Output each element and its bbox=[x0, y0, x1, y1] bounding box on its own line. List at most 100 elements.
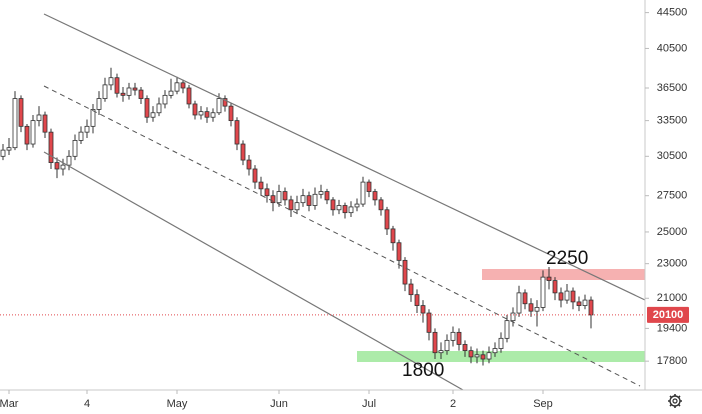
candle-body bbox=[6, 147, 12, 151]
settings-icon[interactable] bbox=[668, 394, 682, 408]
x-tick-label: Jun bbox=[270, 398, 288, 410]
candle-body bbox=[282, 191, 288, 201]
candle-body bbox=[144, 98, 150, 118]
candle-body bbox=[120, 92, 126, 96]
candle-body bbox=[24, 125, 30, 145]
candle-body bbox=[510, 312, 516, 322]
candle-body bbox=[540, 276, 546, 308]
x-tick-label: May bbox=[167, 398, 188, 410]
x-tick-label: 4 bbox=[84, 398, 90, 410]
candle-body bbox=[390, 228, 396, 244]
candle-body bbox=[210, 112, 216, 118]
y-tick-label: 23000 bbox=[657, 258, 688, 270]
y-tick-label: 19400 bbox=[657, 322, 688, 334]
candle-body bbox=[138, 89, 144, 99]
candle-body bbox=[114, 77, 120, 94]
candle-body bbox=[66, 155, 72, 166]
candle-body bbox=[300, 195, 306, 204]
candle-body bbox=[330, 199, 336, 211]
candle-body bbox=[582, 299, 588, 306]
candle-body bbox=[528, 303, 534, 312]
support-zone bbox=[357, 351, 645, 362]
candle-body bbox=[372, 191, 378, 201]
candle-body bbox=[396, 242, 402, 261]
candle-body bbox=[132, 87, 138, 91]
candle-body bbox=[192, 103, 198, 116]
candle-body bbox=[198, 111, 204, 116]
candle-body bbox=[576, 301, 582, 306]
y-tick-label: 33500 bbox=[657, 115, 688, 127]
candle-body bbox=[438, 350, 444, 354]
candle-body bbox=[294, 202, 300, 211]
candle-body bbox=[360, 181, 366, 205]
candle-body bbox=[18, 98, 24, 127]
candle-body bbox=[12, 98, 18, 149]
candle-body bbox=[276, 191, 282, 204]
candle-body bbox=[480, 354, 486, 360]
candle-body bbox=[252, 168, 258, 183]
candle-body bbox=[84, 125, 90, 133]
annotation: 1800 bbox=[402, 360, 444, 381]
candle-body bbox=[486, 352, 492, 360]
candle-body bbox=[48, 131, 54, 163]
y-tick-label: 27500 bbox=[657, 190, 688, 202]
candle-body bbox=[54, 162, 60, 170]
candle-body bbox=[336, 205, 342, 211]
candle-body bbox=[204, 111, 210, 118]
candle-body bbox=[174, 82, 180, 92]
candle-body bbox=[258, 181, 264, 190]
candle-body bbox=[534, 307, 540, 312]
candle-body bbox=[588, 299, 594, 316]
y-tick-label: 21000 bbox=[657, 292, 688, 304]
candle-body bbox=[150, 112, 156, 118]
candle-body bbox=[516, 292, 522, 314]
candle-body bbox=[558, 292, 564, 301]
x-tick-label: Mar bbox=[0, 398, 19, 410]
y-tick-label: 25000 bbox=[657, 226, 688, 238]
channel-lower bbox=[43, 151, 464, 391]
candle-body bbox=[354, 203, 360, 208]
candle-body bbox=[222, 98, 228, 107]
candle-body bbox=[0, 149, 6, 157]
candle-body bbox=[36, 114, 42, 122]
candle-body bbox=[426, 312, 432, 333]
channel-middle bbox=[43, 85, 641, 387]
candle-body bbox=[498, 337, 504, 349]
candle-body bbox=[564, 290, 570, 301]
candle-body bbox=[318, 191, 324, 195]
candle-body bbox=[408, 283, 414, 296]
annotation: 2250 bbox=[546, 248, 588, 269]
x-tick-label: Sep bbox=[533, 398, 553, 410]
x-tick-label: 2 bbox=[450, 398, 456, 410]
candle-body bbox=[420, 305, 426, 314]
candle-body bbox=[492, 348, 498, 354]
candle-body bbox=[96, 98, 102, 110]
candle-body bbox=[462, 344, 468, 352]
candle-body bbox=[402, 259, 408, 285]
candle-body bbox=[168, 90, 174, 96]
candles bbox=[0, 67, 594, 366]
candle-body bbox=[570, 290, 576, 303]
y-tick-label: 30500 bbox=[657, 150, 688, 162]
candle-body bbox=[312, 193, 318, 206]
candle-body bbox=[552, 280, 558, 294]
candle-body bbox=[264, 188, 270, 197]
candle-body bbox=[228, 105, 234, 122]
candle-body bbox=[456, 331, 462, 345]
candle-body bbox=[78, 131, 84, 141]
candle-body bbox=[414, 294, 420, 306]
last-price-label: 20100 bbox=[653, 309, 684, 321]
candle-body bbox=[504, 320, 510, 339]
x-tick-label: Jul bbox=[362, 398, 376, 410]
candle-body bbox=[246, 159, 252, 170]
candle-body bbox=[156, 103, 162, 114]
y-tick-label: 40500 bbox=[657, 42, 688, 54]
candle-body bbox=[474, 354, 480, 358]
candle-body bbox=[432, 331, 438, 354]
y-tick-label: 36500 bbox=[657, 82, 688, 94]
candle-body bbox=[450, 331, 456, 341]
candle-body bbox=[42, 114, 48, 133]
candle-body bbox=[72, 140, 78, 157]
channel-upper bbox=[43, 13, 646, 301]
